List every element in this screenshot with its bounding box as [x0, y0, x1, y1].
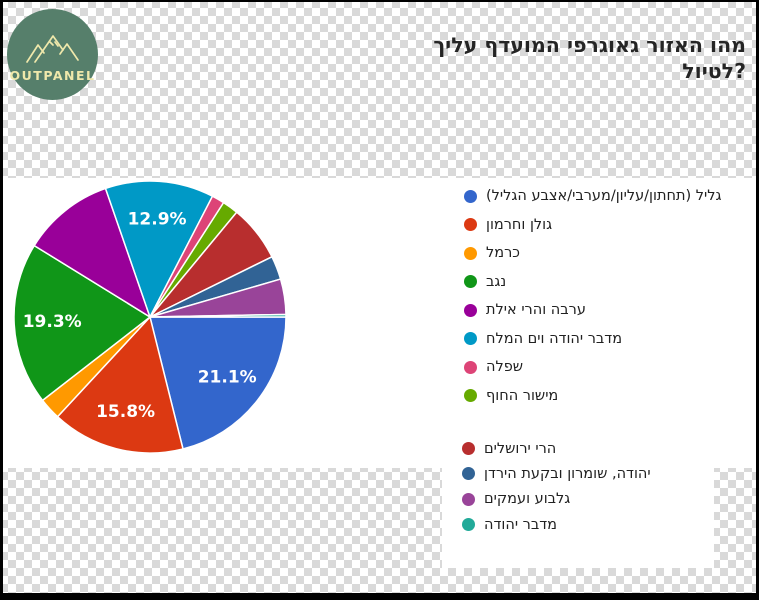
legend-dot-7: [464, 389, 477, 403]
pie-slice-3: [13, 244, 151, 402]
legend-item-6: שפלה: [464, 353, 721, 382]
mountains-icon: [25, 34, 79, 63]
survey-title-line1: מהו האזור גאוגרפי המועדף עליך: [433, 33, 746, 57]
legend-item-3: נגב: [464, 268, 721, 297]
legend-label-7: מישור החוף: [486, 387, 559, 404]
legend-label-8: הרי ירושלים: [484, 440, 557, 457]
legend-label-5: מדבר יהודה וים המלח: [486, 330, 623, 347]
legend-dot-5: [464, 332, 477, 346]
survey-title: מהו האזור גאוגרפי המועדף עליך לטיול?: [374, 32, 746, 84]
pie-slice-11: [149, 313, 287, 318]
legend-label-6: שפלה: [486, 359, 524, 376]
legend-label-11: מדבר יהודה: [484, 516, 557, 533]
legend-item-10: גלבוע ועמקים: [462, 487, 651, 512]
frame-top: [0, 0, 759, 2]
pie-slice-label-3: 19.3%: [23, 312, 82, 332]
outpanel-logo: OUTPANEL: [7, 9, 98, 100]
legend-top: גליל (תחתון/עליון/מערבי/אצבע הגליל) גולן …: [464, 182, 721, 410]
pie-chart: 21.1% 15.8% 19.3% 12.9%: [0, 167, 300, 467]
legend-dot-8: [462, 442, 475, 456]
legend-item-8: הרי ירושלים: [462, 436, 651, 461]
legend-item-11: מדבר יהודה: [462, 512, 651, 537]
legend-item-9: יהודה, שומרון ובקעת הירדן: [462, 461, 651, 486]
legend-dot-9: [462, 467, 475, 481]
legend-label-0: גליל (תחתון/עליון/מערבי/אצבע הגליל): [486, 188, 722, 205]
legend-dot-1: [464, 218, 477, 232]
pie-slice-0: [149, 316, 287, 450]
legend-label-2: כרמל: [486, 245, 520, 262]
legend-white-card: [442, 420, 714, 568]
survey-title-line2: לטיול?: [682, 59, 746, 83]
pie-slice-1: [56, 316, 184, 454]
legend-label-9: יהודה, שומרון ובקעת הירדן: [484, 465, 651, 482]
frame-right: [756, 0, 759, 600]
legend-label-3: נגב: [486, 273, 507, 290]
legend-label-10: גלבוע ועמקים: [484, 491, 571, 508]
legend-item-5: מדבר יהודה וים המלח: [464, 325, 721, 354]
legend-dot-0: [464, 189, 477, 203]
legend-dot-11: [462, 518, 475, 532]
legend-dot-10: [462, 492, 475, 506]
pie-slice-5: [104, 180, 214, 318]
legend-item-0: גליל (תחתון/עליון/מערבי/אצבע הגליל): [464, 182, 721, 211]
legend-bottom: הרי ירושלים יהודה, שומרון ובקעת הירדן גלבו…: [462, 436, 651, 537]
frame-left: [0, 0, 3, 600]
pie-slice-label-5: 12.9%: [128, 209, 187, 229]
legend-item-2: כרמל: [464, 239, 721, 268]
legend-item-1: גולן וחרמון: [464, 211, 721, 240]
legend-label-1: גולן וחרמון: [486, 216, 553, 233]
pie-chart-svg: 21.1% 15.8% 19.3% 12.9%: [13, 180, 287, 454]
legend-dot-2: [464, 246, 477, 260]
legend-dot-3: [464, 275, 477, 289]
legend-dot-4: [464, 303, 477, 317]
pie-slice-4: [33, 187, 151, 318]
pie-slice-label-1: 15.8%: [96, 402, 155, 422]
legend-item-7: מישור החוף: [464, 382, 721, 411]
legend-dot-6: [464, 360, 477, 374]
legend-item-4: ערבה והרי אילת: [464, 296, 721, 325]
legend-label-4: ערבה והרי אילת: [486, 302, 586, 319]
pie-slice-label-0: 21.1%: [198, 367, 257, 387]
logo-text: OUTPANEL: [9, 67, 96, 83]
frame-bottom: [0, 593, 759, 600]
